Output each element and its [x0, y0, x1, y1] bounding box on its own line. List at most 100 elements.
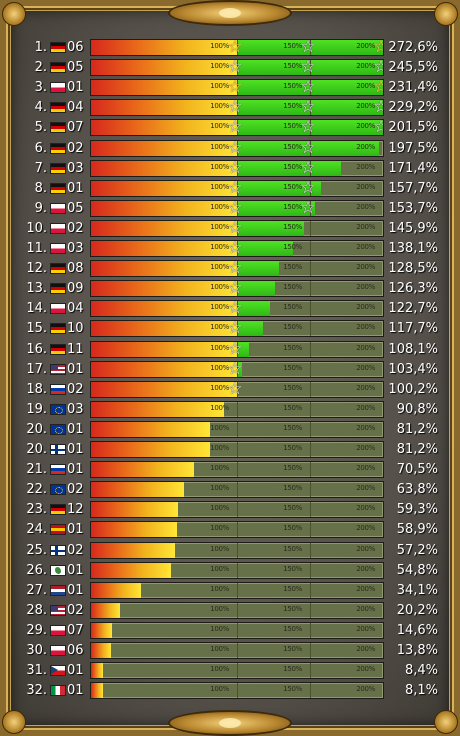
fill-to-100 [91, 462, 194, 478]
gauge-divider [310, 522, 311, 538]
ranking-row[interactable]: 9. 05 100% 150% 200% ☆ ☆ 153,7% [0, 199, 460, 219]
gauge-label: 150% [283, 263, 302, 272]
gauge-label: 200% [356, 162, 375, 171]
percentage-value: 57,2% [396, 542, 438, 558]
gauge-divider [237, 361, 238, 377]
rank-number: 28. [26, 602, 47, 618]
star-icon: ☆ [300, 159, 316, 177]
gauge-label: 150% [283, 444, 302, 452]
gauge-label: 200% [356, 423, 375, 432]
fill-to-100 [91, 421, 210, 437]
ranking-row[interactable]: 24. 01 100% 150% 200% 58,9% [0, 520, 460, 540]
percentage-value: 122,7% [388, 301, 438, 317]
ranking-row[interactable]: 12. 08 100% 150% 200% ☆ 128,5% [0, 259, 460, 279]
gauge-label: 100% [210, 102, 229, 111]
gauge-label: 200% [356, 383, 375, 392]
poland-flag-icon [50, 303, 66, 315]
ranking-row[interactable]: 19. 03 100% 150% 200% 90,8% [0, 400, 460, 420]
progress-bar: 100%150%200%☆☆☆ [90, 39, 384, 56]
ranking-row[interactable]: 21. 01 100% 150% 200% 70,5% [0, 460, 460, 480]
fill-to-100 [91, 180, 237, 196]
ranking-row[interactable]: 14. 04 100% 150% 200% ☆ 122,7% [0, 299, 460, 319]
gauge-label: 100% [210, 504, 229, 513]
star-icon: ☆ [227, 360, 243, 378]
progress-bar: 100%150%200%☆☆☆ [90, 99, 384, 117]
ranking-row[interactable]: 6. 02 100% 150% 200% ☆ ☆ 197,5% [0, 139, 460, 159]
ranking-row[interactable]: 22. 02 100% 150% 200% 63,8% [0, 480, 460, 500]
star-icon: ☆ [227, 300, 243, 318]
ranking-row[interactable]: 16. 11 100% 150% 200% ☆ 108,1% [0, 340, 460, 360]
gauge-divider [237, 100, 238, 116]
gauge-label: 200% [356, 122, 375, 131]
ranking-row[interactable]: 27. 01 100% 150% 200% 34,1% [0, 581, 460, 601]
ranking-row[interactable]: 32. 01 100% 150% 200% 8,1% [0, 681, 460, 701]
rank-number: 13. [26, 281, 47, 297]
gauge-label: 100% [210, 403, 229, 412]
gauge-label: 150% [283, 544, 302, 553]
rank-number: 17. [26, 361, 47, 377]
rank-number: 9. [34, 200, 47, 216]
percentage-value: 14,6% [396, 622, 438, 638]
rank-number: 32. [26, 683, 47, 699]
progress-bar: 100% 150% 200% ☆ ☆ [90, 179, 384, 197]
ranking-row[interactable]: 20. 01 100% 150% 200% 81,2% [0, 440, 460, 460]
gauge-label: 150% [283, 102, 302, 111]
star-icon: ☆ [300, 39, 316, 56]
ranking-row[interactable]: 13. 09 100% 150% 200% ☆ 126,3% [0, 279, 460, 299]
germany-flag-icon [50, 504, 66, 516]
star-icon: ☆ [300, 59, 316, 77]
ranking-row[interactable]: 10. 02 100% 150% 200% ☆ 145,9% [0, 219, 460, 239]
progress-bar: 100% 150% 200% ☆ ☆ [90, 199, 384, 217]
gauge-divider [310, 100, 311, 116]
ranking-row[interactable]: 26. 01 100% 150% 200% 54,8% [0, 561, 460, 581]
gauge-divider [310, 120, 311, 136]
ranking-row[interactable]: 30. 06 100% 150% 200% 13,8% [0, 641, 460, 661]
progress-bar: 100% 150% 200% [90, 501, 384, 519]
other-flag-icon [50, 564, 66, 576]
ranking-row[interactable]: 31. 01 100% 150% 200% 8,4% [0, 661, 460, 681]
ranking-row[interactable]: 29. 07 100% 150% 200% 14,6% [0, 621, 460, 641]
ranking-row[interactable]: 7. 03 100% 150% 200% ☆ ☆ 171,4% [0, 159, 460, 179]
team-code: 05 [67, 200, 84, 216]
ranking-row[interactable]: 25. 02 100% 150% 200% 57,2% [0, 541, 460, 561]
ranking-row[interactable]: 17. 01 100% 150% 200% ☆ 103,4% [0, 360, 460, 380]
gauge-label: 150% [283, 182, 302, 191]
progress-bar: 100% 150% 200% [90, 581, 384, 599]
usa-flag-icon [50, 604, 66, 616]
gauge-label: 100% [210, 182, 229, 191]
usa-flag-icon [50, 363, 66, 375]
ranking-row[interactable]: 20. 01 100% 150% 200% 81,2% [0, 420, 460, 440]
gauge-divider [237, 180, 238, 196]
gauge-divider [237, 622, 238, 638]
gauge-label: 200% [356, 303, 375, 312]
star-icon: ☆ [373, 60, 383, 75]
green-emblem-icon [55, 566, 61, 574]
percentage-value: 245,5% [388, 60, 438, 76]
ranking-row[interactable]: 11. 03 100% 150% 200% ☆ 138,1% [0, 239, 460, 259]
rank-number: 6. [34, 140, 47, 156]
progress-bar: 100%150%200%☆☆☆ [90, 79, 384, 97]
fill-to-100 [91, 140, 237, 156]
corner-ornament [2, 2, 26, 26]
gauge-label: 150% [283, 122, 302, 131]
gauge-label: 200% [356, 624, 375, 633]
ranking-row[interactable]: 8. 01 100% 150% 200% ☆ ☆ 157,7% [0, 179, 460, 199]
ranking-row[interactable]: 15. 10 100% 150% 200% ☆ 117,7% [0, 319, 460, 339]
gauge-divider [237, 341, 238, 357]
germany-flag-icon [50, 142, 66, 154]
fill-to-100 [91, 663, 104, 679]
ranking-row[interactable]: 18. 02 100% 150% 200% ☆ 100,2% [0, 380, 460, 400]
ranking-row[interactable]: 28. 02 100% 150% 200% 20,2% [0, 601, 460, 621]
gauge-label: 150% [283, 82, 302, 91]
progress-bar: 100% 150% 200% [90, 621, 384, 639]
ranking-row[interactable]: 23. 12 100% 150% 200% 59,3% [0, 500, 460, 520]
gauge-label: 200% [356, 484, 375, 493]
rank-number: 29. [26, 622, 47, 638]
gauge-label: 150% [283, 403, 302, 412]
percentage-value: 58,9% [396, 522, 438, 538]
